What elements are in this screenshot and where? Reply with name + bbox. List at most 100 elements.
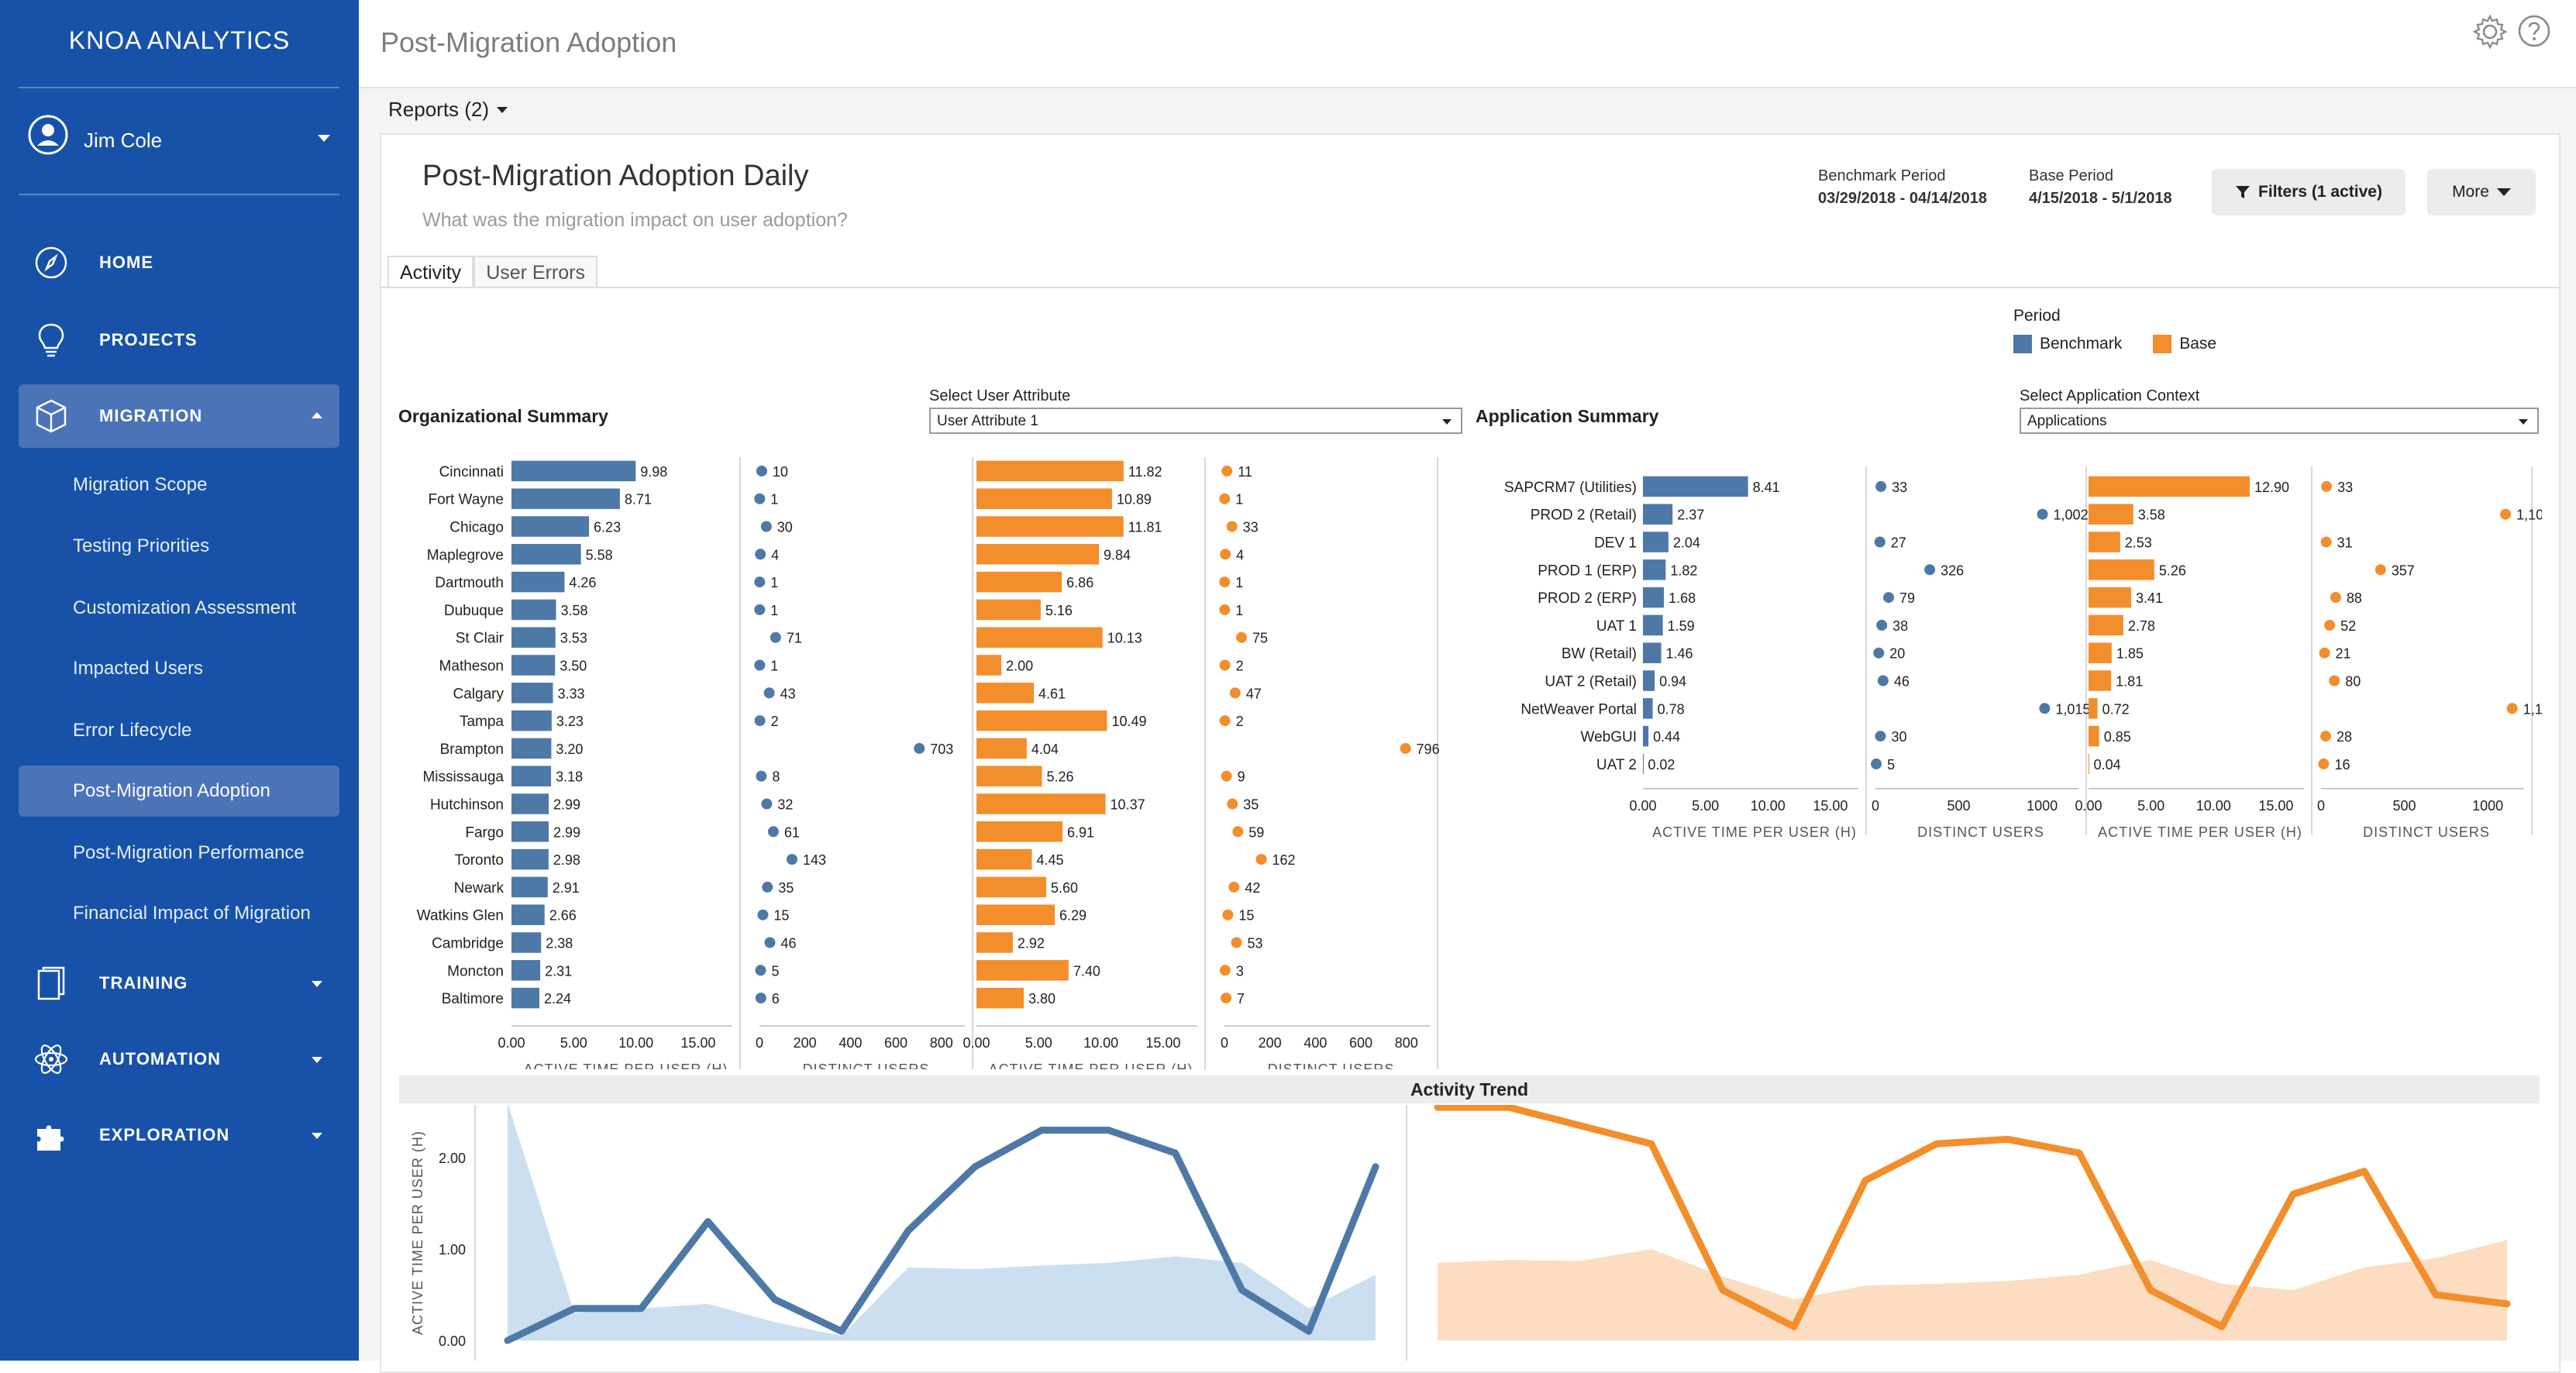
category-label: UAT 2 (Retail) bbox=[1545, 674, 1637, 690]
help-icon[interactable] bbox=[2517, 14, 2551, 48]
data-label: 0.94 bbox=[1659, 674, 1686, 690]
filter-icon bbox=[2236, 186, 2251, 198]
data-point bbox=[2320, 731, 2332, 742]
tab-user-errors[interactable]: User Errors bbox=[474, 256, 598, 287]
lightbulb-icon bbox=[31, 320, 71, 360]
category-label: BW (Retail) bbox=[1562, 646, 1637, 662]
settings-gear-icon[interactable] bbox=[2472, 14, 2508, 50]
data-label: 2.92 bbox=[1018, 936, 1045, 951]
base-period: Base Period 4/15/2018 - 5/1/2018 bbox=[2029, 167, 2172, 208]
data-label: 30 bbox=[777, 520, 793, 535]
more-button[interactable]: More bbox=[2427, 169, 2536, 215]
data-point bbox=[1871, 758, 1882, 769]
data-point bbox=[755, 549, 766, 560]
user-attribute-select[interactable]: User Attribute 1 bbox=[929, 408, 1462, 434]
data-label: 10.89 bbox=[1117, 492, 1152, 508]
legend-benchmark[interactable]: Benchmark bbox=[2013, 335, 2122, 354]
bar bbox=[2089, 476, 2251, 497]
app-summary-chart: SAPCRM7 (Utilities) PROD 2 (Retail) DEV 1 P… bbox=[1504, 466, 2542, 840]
data-point bbox=[914, 742, 925, 754]
user-menu-chevron-icon[interactable] bbox=[318, 135, 330, 142]
dashboard-subtitle: What was the migration impact on user ad… bbox=[422, 209, 848, 231]
subnav-migration-scope[interactable]: Migration Scope bbox=[73, 474, 208, 495]
data-point bbox=[762, 881, 773, 893]
app-context-select[interactable]: Applications bbox=[2020, 408, 2539, 434]
page-title: Post-Migration Adoption bbox=[381, 26, 677, 58]
data-label: 9.84 bbox=[1104, 547, 1131, 563]
subnav-post-migration-performance[interactable]: Post-Migration Performance bbox=[73, 842, 305, 863]
nav-automation[interactable]: AUTOMATION bbox=[19, 1027, 339, 1091]
category-label: St Clair bbox=[456, 631, 505, 647]
tab-activity[interactable]: Activity bbox=[387, 256, 474, 287]
category-label: Cincinnati bbox=[439, 464, 504, 480]
bar bbox=[976, 793, 1106, 814]
category-label: Calgary bbox=[453, 686, 505, 702]
subnav-impacted-users[interactable]: Impacted Users bbox=[73, 658, 204, 679]
data-label: 33 bbox=[1892, 480, 1907, 495]
bar bbox=[976, 904, 1056, 925]
data-label: 10.13 bbox=[1107, 631, 1142, 646]
data-label: 1.68 bbox=[1669, 590, 1696, 606]
bar bbox=[976, 932, 1013, 953]
nav-projects[interactable]: PROJECTS bbox=[19, 308, 339, 372]
user-menu[interactable]: Jim Cole bbox=[28, 113, 330, 167]
legend-title: Period bbox=[2013, 307, 2061, 325]
app-context-value: Applications bbox=[2027, 413, 2107, 429]
tick-label: 600 bbox=[1349, 1035, 1372, 1051]
subnav-testing-priorities[interactable]: Testing Priorities bbox=[73, 535, 210, 556]
tick-label: 5.00 bbox=[1025, 1035, 1052, 1051]
data-label: 6.91 bbox=[1067, 824, 1094, 840]
category-label: Baltimore bbox=[442, 991, 504, 1007]
data-label: 1,015 bbox=[2055, 701, 2090, 717]
nav-training[interactable]: TRAINING bbox=[19, 951, 339, 1015]
tick-label: 2.00 bbox=[439, 1151, 466, 1166]
reports-dropdown[interactable]: Reports (2) bbox=[388, 98, 508, 122]
data-label: 35 bbox=[778, 880, 794, 896]
subnav-financial-impact[interactable]: Financial Impact of Migration bbox=[73, 903, 311, 924]
subnav-customization-assessment[interactable]: Customization Assessment bbox=[73, 597, 297, 618]
nav-projects-label: PROJECTS bbox=[99, 330, 198, 349]
data-point bbox=[1219, 965, 1231, 976]
filters-button[interactable]: Filters (1 active) bbox=[2212, 169, 2406, 215]
brand-logo: KNOA ANALYTICS bbox=[68, 26, 291, 54]
bar bbox=[976, 599, 1041, 621]
category-label: Chicago bbox=[449, 520, 504, 536]
bar bbox=[1643, 670, 1655, 691]
data-label: 20 bbox=[1889, 646, 1905, 662]
category-label: Tampa bbox=[460, 714, 504, 730]
data-label: 75 bbox=[1252, 631, 1268, 646]
data-point bbox=[1882, 592, 1894, 604]
bar bbox=[1643, 476, 1748, 497]
data-point bbox=[1219, 659, 1231, 671]
data-label: 46 bbox=[1894, 674, 1910, 690]
subnav-error-lifecycle[interactable]: Error Lifecycle bbox=[73, 720, 192, 741]
data-point bbox=[1236, 631, 1248, 643]
nav-exploration[interactable]: EXPLORATION bbox=[19, 1103, 339, 1167]
data-label: 326 bbox=[1941, 563, 1964, 578]
data-label: 9 bbox=[1238, 769, 1245, 785]
data-point bbox=[2375, 564, 2386, 576]
data-label: 2.53 bbox=[2125, 535, 2152, 551]
bar bbox=[511, 848, 549, 870]
tick-label: 10.00 bbox=[1083, 1035, 1118, 1051]
data-label: 1.59 bbox=[1668, 618, 1695, 634]
data-point bbox=[760, 521, 772, 532]
org-summary-chart: Cincinnati Fort Wayne Chicago Maplegrove Dar… bbox=[417, 457, 1440, 1069]
subnav-post-migration-adoption[interactable]: Post-Migration Adoption bbox=[19, 766, 339, 817]
tick-label: 1.00 bbox=[439, 1242, 466, 1258]
tab-divider bbox=[380, 287, 2561, 288]
category-label: Matheson bbox=[439, 659, 504, 675]
axis-label: ACTIVE TIME PER USER (H) bbox=[524, 1062, 728, 1069]
data-label: 1 bbox=[1235, 575, 1243, 590]
data-label: 11 bbox=[1238, 464, 1252, 480]
data-label: 9.98 bbox=[640, 464, 667, 480]
sidebar: KNOA ANALYTICS Jim Cole HOME PROJECTS MI… bbox=[0, 0, 359, 1361]
nav-home[interactable]: HOME bbox=[19, 231, 339, 294]
data-point bbox=[1229, 687, 1241, 699]
data-point bbox=[1226, 521, 1238, 532]
data-label: 1 bbox=[770, 492, 778, 508]
legend-base[interactable]: Base bbox=[2153, 335, 2216, 354]
activity-trend-chart: 2.00 1.00 0.00 ACTIVE TIME PER USER (H) bbox=[410, 1105, 2511, 1361]
nav-migration[interactable]: MIGRATION bbox=[19, 384, 339, 448]
data-label: 0.85 bbox=[2104, 729, 2131, 745]
